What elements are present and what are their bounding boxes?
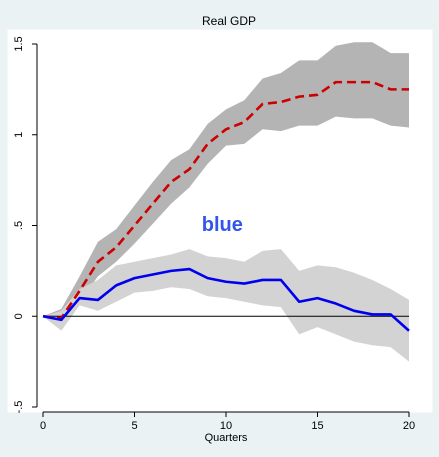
x-tick-label: 0 bbox=[40, 420, 46, 432]
chart-title: Real GDP bbox=[202, 14, 256, 28]
x-ticks: 0 5 10 15 20 bbox=[40, 412, 415, 432]
x-tick-label: 20 bbox=[403, 420, 415, 432]
y-tick-label: -.5 bbox=[13, 401, 25, 414]
y-tick-label: 1.5 bbox=[13, 36, 25, 51]
x-tick-label: 5 bbox=[131, 420, 137, 432]
y-tick-label: .5 bbox=[13, 221, 25, 230]
y-tick-label: 0 bbox=[13, 313, 25, 319]
series-lines bbox=[42, 80, 410, 332]
confidence-band-1 bbox=[43, 42, 409, 328]
x-tick-label: 10 bbox=[220, 420, 232, 432]
x-tick-label: 15 bbox=[311, 420, 323, 432]
y-tick-label: 1 bbox=[13, 132, 25, 138]
series-line-2 bbox=[42, 267, 410, 332]
series-line-1 bbox=[42, 80, 409, 320]
x-axis-label: Quarters bbox=[205, 432, 248, 444]
annotations: blue bbox=[202, 214, 243, 236]
y-ticks: -.5 0 .5 1 1.5 bbox=[13, 36, 37, 413]
annotation-1: blue bbox=[202, 214, 243, 236]
